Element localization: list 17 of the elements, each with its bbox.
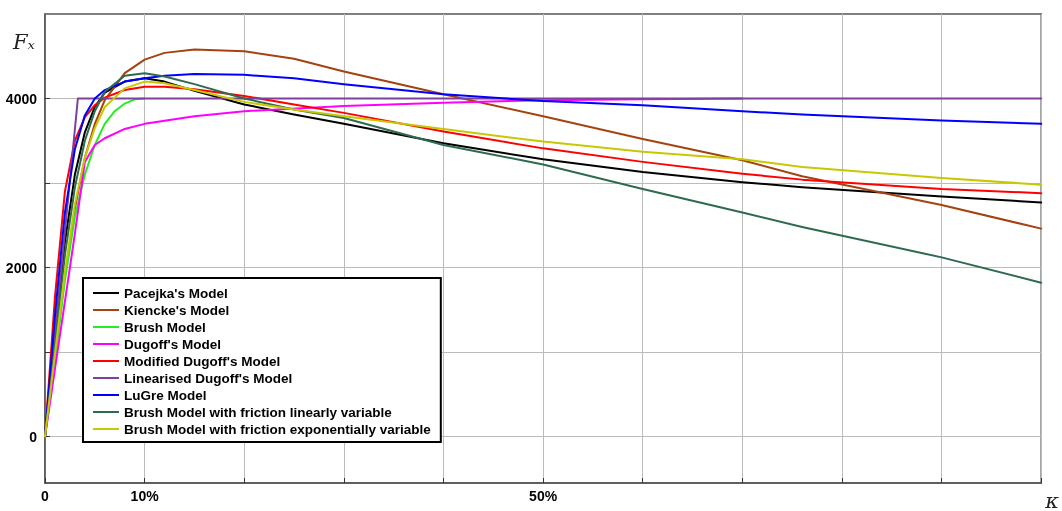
legend-label: Linearised Dugoff's Model: [124, 370, 293, 386]
x-tick-label: 10%: [130, 488, 160, 504]
legend-label: Brush Model with friction exponentially variable: [124, 421, 432, 437]
x-axis-title: κ: [1044, 488, 1060, 511]
x-tick-label: 50%: [529, 488, 558, 504]
y-tick-label: 2000: [5, 259, 38, 276]
y-axis-title: Fₓ: [11, 29, 36, 54]
x-tick-label: 0: [41, 488, 50, 504]
y-tick-label: 0: [29, 428, 38, 445]
legend-label: Modified Dugoff's Model: [124, 353, 281, 369]
legend-label: Brush Model: [124, 319, 206, 335]
legend-label: LuGre Model: [124, 387, 207, 403]
y-tick-label: 4000: [5, 90, 38, 107]
legend-label: Kiencke's Model: [124, 302, 230, 318]
legend-label: Dugoff's Model: [124, 336, 221, 352]
legend-label: Pacejka's Model: [124, 285, 228, 301]
legend-label: Brush Model with friction linearly variable: [124, 404, 393, 420]
